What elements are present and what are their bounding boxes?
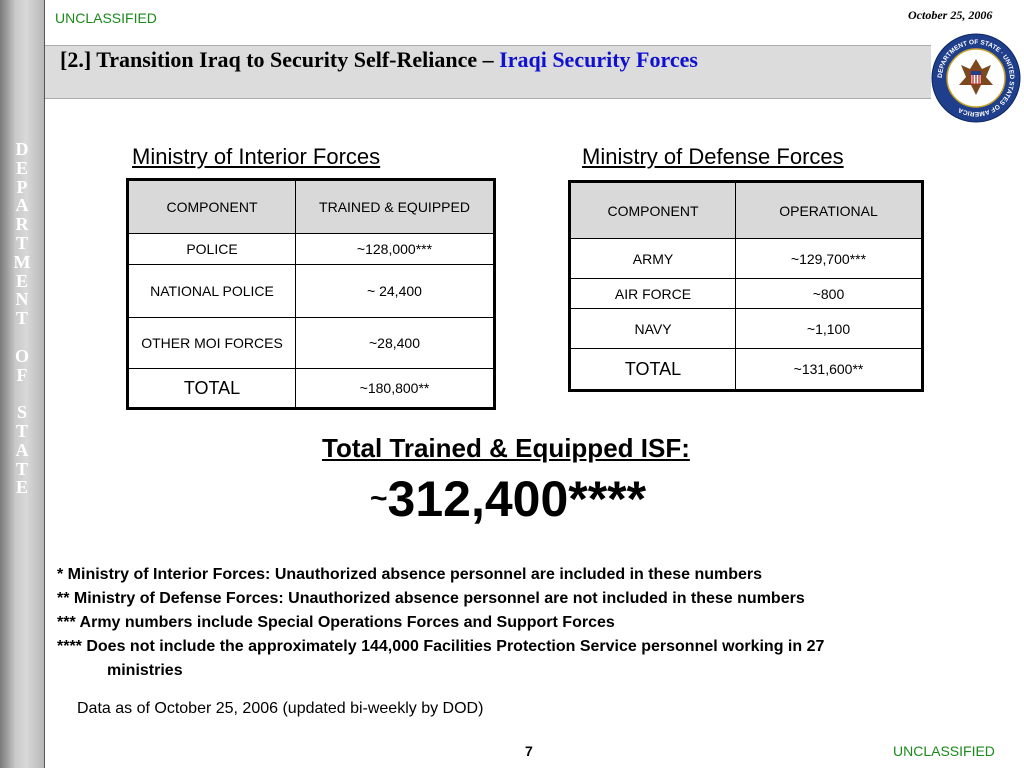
footnote-continuation: ministries (107, 662, 183, 679)
sidebar-letter: E (15, 477, 28, 498)
mod-table: COMPONENT OPERATIONAL ARMY ~129,700*** A… (568, 180, 924, 392)
moi-total-value: ~180,800** (295, 368, 495, 409)
moi-row-component: POLICE (127, 233, 296, 265)
sidebar-letter: A (15, 195, 29, 216)
moi-table-title: Ministry of Interior Forces (132, 144, 381, 169)
mod-header-component: COMPONENT (569, 181, 736, 239)
sidebar-letter: E (15, 157, 28, 178)
sidebar-letter: T (15, 308, 28, 329)
isf-total-value: ~312,400**** (370, 470, 646, 528)
side-bar (0, 0, 45, 768)
mod-row-value: ~1,100 (735, 308, 923, 349)
mod-table-title: Ministry of Defense Forces (582, 144, 844, 169)
sidebar-letter: T (15, 232, 28, 253)
footnote: *** Army numbers include Special Operati… (57, 614, 615, 631)
footnote: * Ministry of Interior Forces: Unauthori… (57, 566, 763, 583)
title-highlight: Iraqi Security Forces (499, 47, 698, 72)
sidebar-letter: S (16, 402, 27, 423)
sidebar-letter: T (15, 458, 28, 479)
mod-row-component: ARMY (569, 238, 736, 279)
mod-header-operational: OPERATIONAL (735, 181, 923, 239)
mod-row-value: ~800 (735, 278, 923, 309)
sidebar-gap (0, 384, 44, 403)
title-band (45, 45, 931, 99)
classification-bottom: UNCLASSIFIED (893, 743, 995, 759)
department-of-state-seal-icon: DEPARTMENT OF STATE · UNITED STATES OF A… (931, 33, 1021, 123)
classification-top: UNCLASSIFIED (55, 10, 157, 26)
header-date: October 25, 2006 (908, 8, 993, 22)
mod-total-label: TOTAL (569, 348, 736, 391)
mod-row-value: ~129,700*** (735, 238, 923, 279)
mod-row-component: NAVY (569, 308, 736, 349)
moi-row-component: NATIONAL POLICE (127, 264, 296, 318)
sidebar-letter: M (13, 251, 31, 272)
mod-row-component: AIR FORCE (569, 278, 736, 309)
footnotes: * Ministry of Interior Forces: Unauthori… (57, 563, 1012, 683)
moi-header-trained: TRAINED & EQUIPPED (295, 179, 495, 234)
moi-row-value: ~28,400 (295, 317, 495, 369)
sidebar-letter: T (15, 420, 28, 441)
moi-table: COMPONENT TRAINED & EQUIPPED POLICE ~128… (126, 178, 496, 410)
footnote: **** Does not include the approximately … (57, 638, 825, 655)
sidebar-letter: E (15, 270, 28, 291)
title-prefix: [2.] Transition Iraq to Security Self-Re… (60, 47, 500, 72)
sidebar-letter: A (15, 439, 29, 460)
data-as-of-note: Data as of October 25, 2006 (updated bi-… (77, 700, 484, 717)
isf-number: 312,400**** (387, 471, 647, 527)
isf-tilde: ~ (370, 482, 388, 515)
sidebar-letter: F (16, 364, 28, 385)
mod-total-value: ~131,600** (735, 348, 923, 391)
sidebar-gap (0, 328, 44, 347)
isf-total-label: Total Trained & Equipped ISF: (322, 433, 690, 463)
sidebar-letter: R (15, 214, 29, 235)
moi-total-label: TOTAL (127, 368, 296, 409)
sidebar-letter: N (15, 289, 29, 310)
moi-row-component: OTHER MOI FORCES (127, 317, 296, 369)
moi-header-component: COMPONENT (127, 179, 296, 234)
moi-row-value: ~128,000*** (295, 233, 495, 265)
slide-title: [2.] Transition Iraq to Security Self-Re… (60, 46, 840, 73)
sidebar-letter: D (15, 139, 29, 159)
page-number: 7 (525, 743, 533, 759)
sidebar-letter: P (16, 176, 28, 197)
moi-row-value: ~ 24,400 (295, 264, 495, 318)
sidebar-letter: O (14, 345, 29, 366)
footnote: ** Ministry of Defense Forces: Unauthori… (57, 590, 805, 607)
